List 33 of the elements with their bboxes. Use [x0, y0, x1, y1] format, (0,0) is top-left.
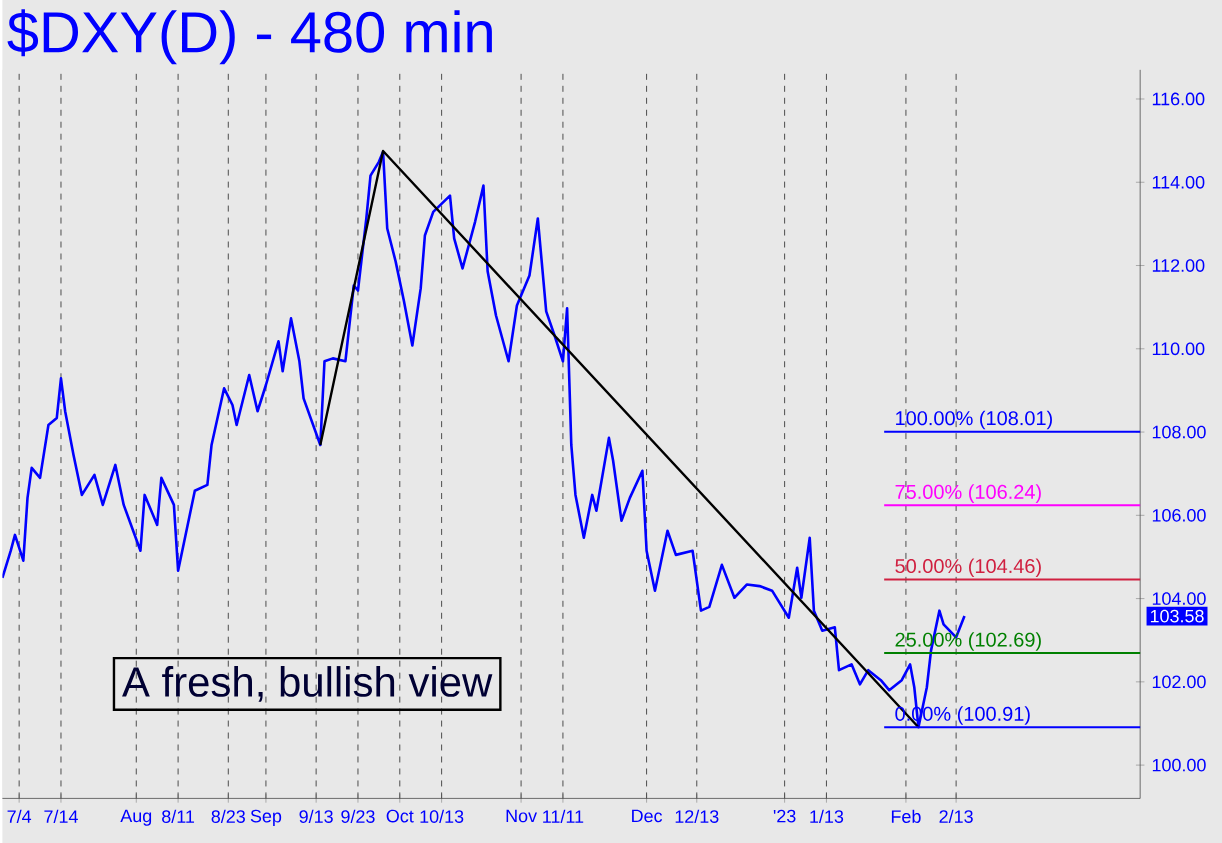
text: 103.58 [1150, 609, 1204, 623]
x-tick-label: 1/13 [810, 809, 844, 823]
x-tick-label: 9/23 [341, 809, 375, 823]
y-tick-label: 116.00 [1152, 92, 1205, 106]
x-tick-label: 2/13 [939, 809, 973, 823]
y-tick-label: 102.00 [1152, 675, 1206, 689]
x-tick-label: Feb [891, 809, 921, 823]
y-tick-label: 104.00 [1152, 592, 1206, 605]
chart-title: $DXY(D) - 480 min [7, 9, 492, 65]
x-tick-label: 8/23 [211, 809, 245, 823]
x-tick-label: 8/11 [162, 809, 195, 823]
y-tick-label: 112.00 [1152, 259, 1205, 272]
x-tick-label: 9/13 [299, 809, 333, 823]
y-tick-label: 106.00 [1152, 508, 1206, 522]
annotation: A fresh, bullish view [122, 665, 493, 702]
x-tick-label: Oct [386, 809, 414, 823]
ref-line-label: 75.00% (106.24) [895, 484, 1041, 503]
x-tick-label: Aug [120, 809, 152, 826]
x-tick-label: Nov [506, 809, 537, 823]
x-tick-label: 11/11 [543, 809, 584, 823]
y-tick-label: 114.00 [1152, 175, 1205, 189]
x-tick-label: Sep [250, 809, 282, 826]
y-tick-label: 110.00 [1152, 342, 1205, 355]
ref-line-label: 50.00% (104.46) [895, 558, 1041, 577]
y-tick-label: 108.00 [1152, 425, 1206, 439]
y-tick-label: 100.00 [1152, 758, 1206, 772]
x-tick-label: 12/13 [675, 809, 719, 823]
x-tick-label: 7/4 [7, 809, 32, 823]
x-tick-label: '23 [773, 809, 796, 823]
ref-line-label: 100.00% (108.01) [896, 410, 1052, 430]
x-tick-label: 7/14 [44, 809, 78, 823]
x-tick-label: 10/13 [420, 809, 464, 823]
x-tick-label: Dec [632, 809, 663, 823]
